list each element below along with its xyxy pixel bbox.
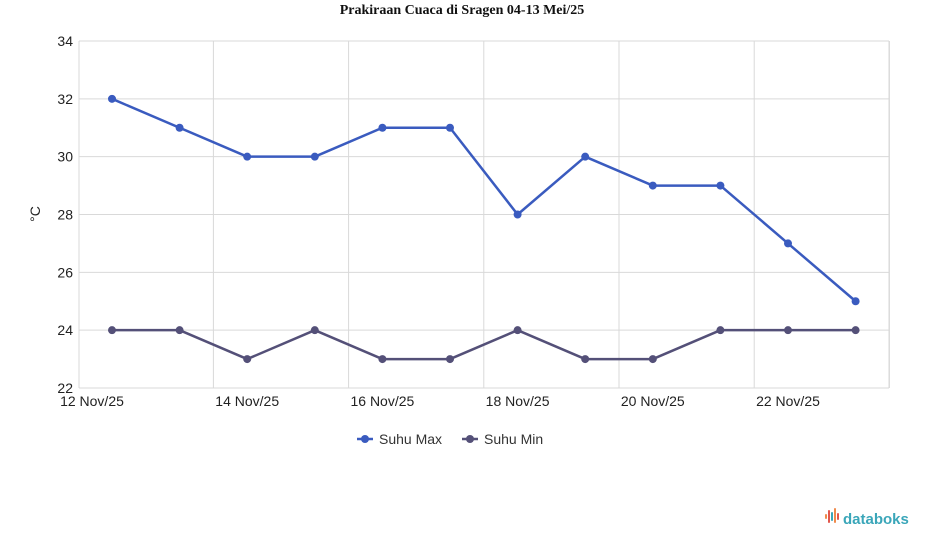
x-tick-label: 22 Nov/25 (756, 393, 820, 409)
legend-marker (466, 435, 474, 443)
x-axis-ticks: 12 Nov/25 14 Nov/25 16 Nov/25 18 Nov/25 20 N… (60, 393, 820, 409)
series-layer (108, 94, 860, 364)
data-point (851, 297, 860, 306)
data-point (446, 123, 454, 132)
data-point (851, 326, 860, 335)
legend-item-suhu-min[interactable]: Suhu Min (462, 431, 543, 447)
data-point (378, 355, 387, 364)
data-point (648, 355, 657, 364)
y-tick-label: 22 (57, 380, 73, 396)
data-point (108, 94, 116, 103)
legend-marker (361, 435, 369, 443)
data-point (243, 152, 252, 161)
y-tick-label: 28 (57, 207, 73, 223)
series-line (112, 328, 856, 361)
data-point (513, 326, 522, 335)
y-tick-label: 34 (57, 33, 73, 49)
x-tick-label: 20 Nov/25 (621, 393, 685, 409)
series-line (111, 97, 857, 303)
logo-bar (831, 512, 833, 521)
logo-bar (825, 514, 827, 519)
chart-title: Prakiraan Cuaca di Sragen 04-13 Mei/25 (340, 3, 585, 18)
data-point (513, 210, 522, 219)
logo-bar (828, 510, 830, 523)
legend-label: Suhu Max (379, 431, 442, 447)
y-axis-label: °C (27, 206, 43, 222)
y-tick-label: 30 (57, 149, 73, 165)
data-point (378, 123, 387, 132)
databoks-logo: databoks (825, 508, 909, 528)
y-tick-label: 24 (57, 322, 73, 338)
data-point (581, 355, 590, 364)
series-suhu-min (108, 326, 860, 364)
data-point (243, 355, 252, 364)
y-tick-label: 26 (57, 264, 73, 280)
x-tick-label: 12 Nov/25 (60, 393, 124, 409)
data-point (446, 355, 454, 364)
legend-item-suhu-max[interactable]: Suhu Max (357, 431, 442, 447)
x-tick-label: 18 Nov/25 (486, 393, 550, 409)
data-point (310, 326, 319, 335)
data-point (581, 152, 590, 161)
legend-label: Suhu Min (484, 431, 543, 447)
series-suhu-max (108, 94, 860, 306)
grid (78, 40, 890, 389)
y-axis-ticks: 22 24 26 28 30 32 34 (57, 33, 73, 396)
data-point (784, 239, 792, 248)
data-point (175, 123, 184, 132)
data-point (175, 326, 184, 335)
logo-bar (834, 508, 836, 523)
data-point (648, 181, 657, 190)
x-tick-label: 16 Nov/25 (350, 393, 414, 409)
legend[interactable]: Suhu Max Suhu Min (357, 431, 543, 447)
brand-text: databoks (843, 511, 909, 528)
x-tick-label: 14 Nov/25 (215, 393, 279, 409)
data-point (310, 152, 319, 161)
data-point (784, 326, 792, 335)
databoks-bars-icon (825, 508, 839, 523)
data-point (716, 181, 725, 190)
logo-bar (837, 513, 839, 520)
y-tick-label: 32 (57, 91, 73, 107)
data-point (108, 326, 116, 335)
data-point (716, 326, 725, 335)
